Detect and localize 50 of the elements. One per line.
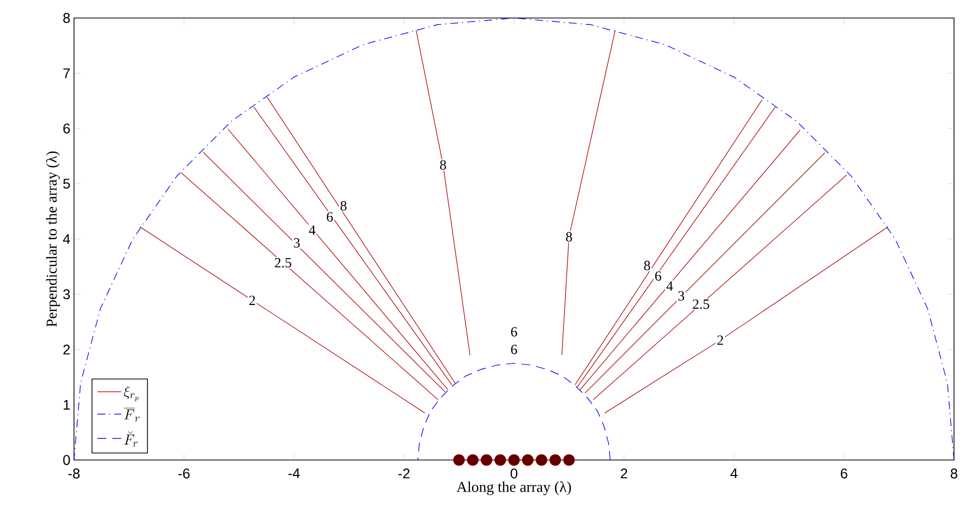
x-tick-label: 4 [730, 468, 738, 478]
annotation: 4 [308, 226, 316, 235]
annotation: 2 [249, 296, 255, 305]
annotation: 8 [440, 160, 446, 170]
point [508, 454, 520, 466]
point [453, 454, 465, 466]
x-axis-title: Along the array (λ) [456, 481, 571, 496]
annotation: 2.5 [274, 258, 292, 268]
annotation: 6 [326, 212, 333, 222]
x-tick-label: -2 [398, 468, 410, 478]
annotation: 6 [511, 344, 518, 354]
x-tick-label: 6 [840, 468, 848, 478]
x-tick-label: -4 [288, 468, 300, 478]
x-tick-label: -6 [178, 468, 190, 478]
y-tick-label: 8 [63, 13, 70, 23]
annotation: 6 [655, 271, 662, 281]
legend-label: $\xi_{r_p}$ [124, 386, 139, 402]
point [466, 454, 479, 466]
y-axis-title: Perpendicular to the array (λ) [46, 151, 60, 327]
annotation: 8 [566, 232, 572, 242]
point [549, 454, 562, 466]
y-tick-label: 2 [63, 344, 70, 354]
legend-label: $\breve{F}_r$ [124, 430, 138, 447]
y-tick-label: 5 [63, 178, 70, 189]
y-tick-label: 7 [63, 68, 70, 78]
annotation: 2 [717, 335, 723, 345]
y-tick-label: 0 [63, 455, 70, 465]
x-tick-label: 0 [510, 468, 518, 478]
point [480, 454, 492, 466]
point [494, 454, 506, 466]
y-tick-label: 6 [63, 124, 70, 134]
point [522, 454, 534, 466]
y-tick-label: 3 [63, 289, 70, 300]
annotation: 4 [666, 281, 673, 291]
y-tick-label: 4 [62, 234, 70, 244]
x-tick-label: 2 [620, 468, 628, 478]
line-series [74, 18, 954, 460]
legend-label: $\overline{F}_r$ [124, 408, 140, 422]
line-series [417, 362, 611, 460]
annotation: 8 [340, 201, 346, 211]
annotation: 2.5 [692, 299, 710, 309]
annotation: 8 [644, 260, 650, 270]
x-tick-label: 8 [950, 468, 958, 478]
annotation: 3 [294, 238, 300, 248]
y-tick-label: 1 [64, 400, 70, 410]
annotation: 6 [511, 327, 518, 337]
point [563, 454, 575, 466]
annotation: 3 [678, 291, 684, 301]
x-tick-label: -8 [68, 468, 80, 478]
point [536, 454, 548, 466]
